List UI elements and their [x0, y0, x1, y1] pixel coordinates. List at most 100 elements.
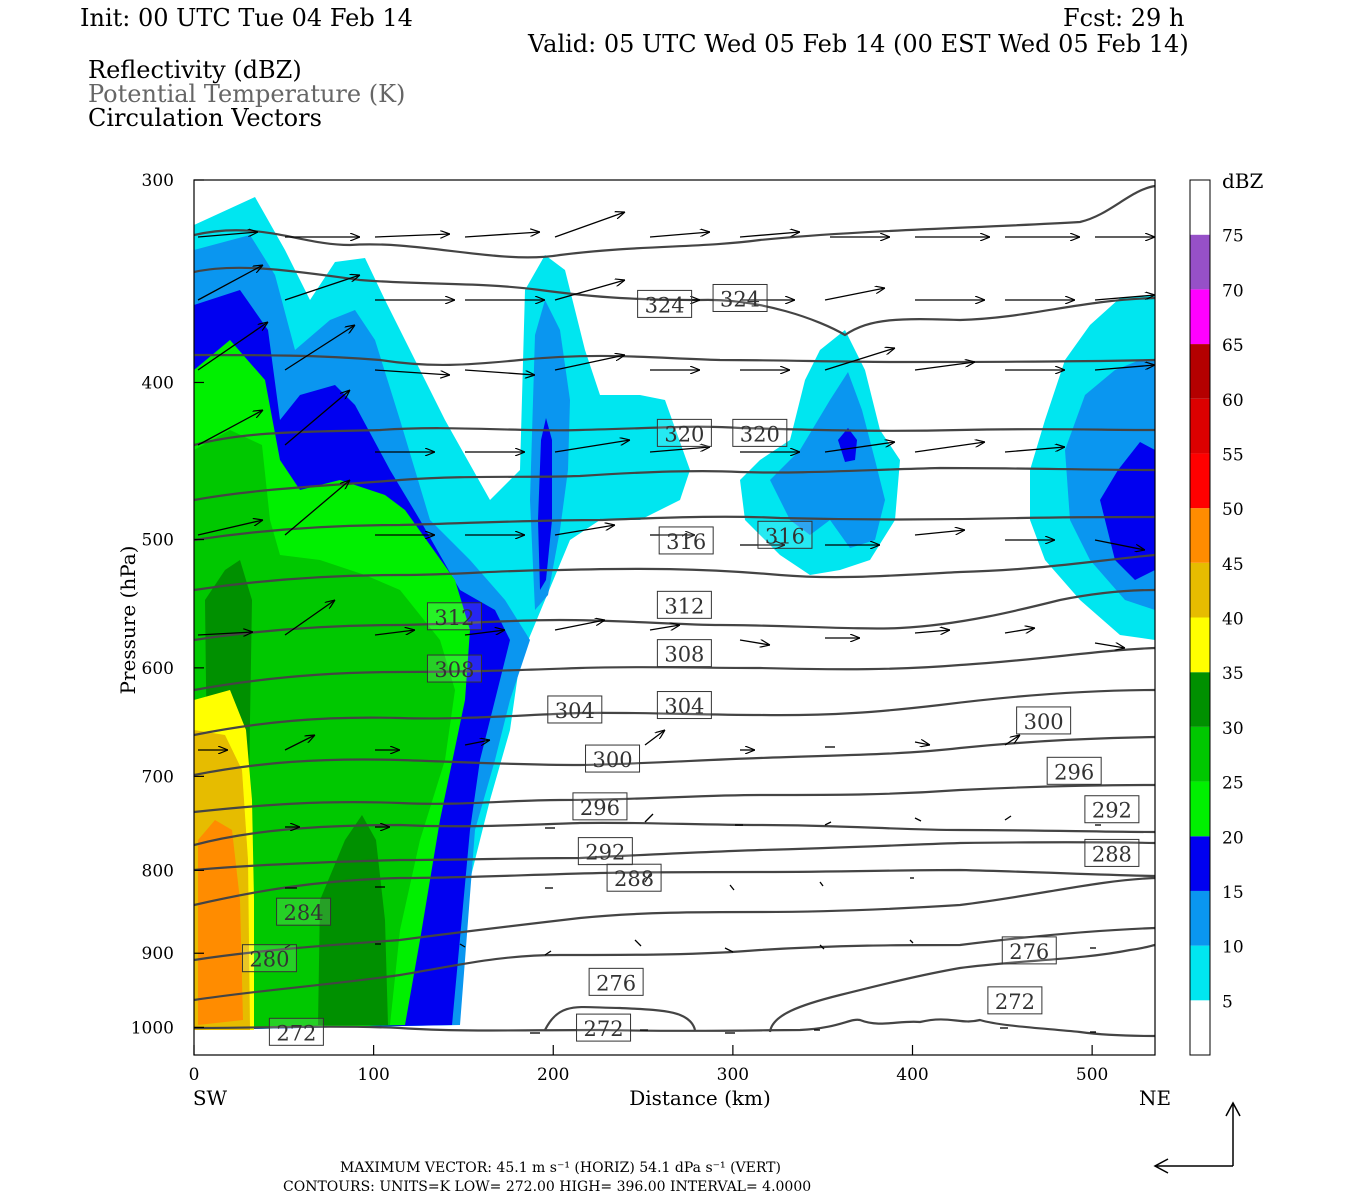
vector-arrow: [197, 232, 258, 238]
vector-arrow: [284, 735, 315, 751]
vector-arrow: [649, 447, 710, 453]
contour-label: 280: [249, 948, 289, 972]
contour-label-box: [1046, 756, 1102, 785]
init-time: Init: 00 UTC Tue 04 Feb 14: [80, 4, 413, 32]
plot-frame: [193, 179, 1156, 1056]
vector-arrow: [1004, 735, 1020, 746]
theta-contour-312: [194, 425, 1155, 447]
x-axis-ticks: 0 100 200 300 400 500: [189, 1045, 1108, 1085]
contour-label: 312: [434, 606, 474, 630]
contour-label-box: [1084, 838, 1140, 867]
vector-arrow: [464, 630, 505, 636]
x-axis-label: Distance (km): [629, 1086, 771, 1110]
y-tick-label: 500: [142, 531, 174, 551]
vector-arrow: [819, 881, 824, 887]
x-tick-label: 400: [896, 1065, 928, 1085]
contour-label-box: [577, 837, 633, 866]
vector-arrow: [739, 639, 770, 645]
contour-label-box: [656, 691, 712, 720]
dbz-15-region: [838, 428, 857, 462]
vector-arrow: [1004, 447, 1065, 453]
vector-arrow: [644, 730, 665, 746]
colorbar-swatch: [1190, 180, 1210, 235]
vector-arrow: [824, 821, 832, 826]
vector-arrow: [644, 873, 651, 883]
vector-arrow: [464, 740, 490, 745]
vector-arrow: [914, 630, 950, 633]
theta-contour-276: [194, 876, 1155, 962]
colorbar-label: 55: [1222, 445, 1244, 465]
vector-arrow: [554, 355, 625, 371]
colorbar-label: 75: [1222, 227, 1244, 247]
contour-label-box: [241, 944, 297, 973]
vector-arrow: [197, 632, 253, 635]
contour-label-box: [426, 654, 482, 683]
contour-label-box: [547, 695, 603, 724]
vector-arrow: [824, 348, 895, 371]
y-tick-label: 700: [142, 767, 174, 787]
circulation-vectors: [197, 212, 1155, 1034]
contour-label: 308: [664, 643, 704, 667]
colorbar-label: 10: [1222, 938, 1244, 958]
colorbar-swatch: [1190, 398, 1210, 454]
vector-arrow: [909, 939, 914, 944]
vector-arrow: [554, 440, 630, 453]
theta-contour-278: [194, 841, 1155, 872]
contour-label: 320: [740, 422, 780, 446]
x-tick-label: 200: [537, 1065, 569, 1085]
valid-time: Valid: 05 UTC Wed 05 Feb 14 (00 EST Wed …: [527, 30, 1189, 58]
max-vector-note: MAXIMUM VECTOR: 45.1 m s⁻¹ (HORIZ) 54.1 …: [340, 1160, 781, 1176]
vector-arrow: [284, 944, 291, 949]
vector-arrow: [649, 625, 680, 631]
colorbar-swatch: [1190, 234, 1210, 290]
theta-contour-316: [194, 353, 1155, 367]
colorbar-label: 65: [1222, 336, 1244, 356]
contour-label: 316: [765, 524, 805, 548]
contour-label-box: [757, 520, 813, 549]
colorbar-label: 40: [1222, 610, 1244, 630]
dbz-15-region: [538, 418, 552, 590]
dbz-45-region: [198, 820, 243, 1025]
vector-arrow: [197, 520, 263, 536]
contour-label: 296: [1054, 760, 1094, 784]
theta-contour-292: [194, 646, 1155, 692]
colorbar-frame: [1189, 179, 1211, 1056]
contour-label-box: [572, 792, 628, 821]
contour-label: 300: [592, 748, 632, 772]
colorbar-swatch: [1190, 562, 1210, 618]
colorbar-label: 5: [1222, 992, 1233, 1012]
contour-label: 272: [995, 990, 1035, 1014]
colorbar-swatch: [1190, 726, 1210, 782]
reference-arrowhead-left: [1153, 1158, 1169, 1174]
vector-arrow: [634, 939, 642, 947]
contour-info-note: CONTOURS: UNITS=K LOW= 272.00 HIGH= 396.…: [283, 1179, 811, 1195]
vector-arrow: [284, 325, 355, 371]
colorbar-label: 25: [1222, 774, 1244, 794]
forecast-hour: Fcst: 29 h: [1063, 4, 1184, 32]
contour-label-box: [585, 744, 641, 773]
contour-label: 276: [1009, 940, 1049, 964]
theta-contour-300: [194, 553, 1155, 592]
vector-arrow: [197, 322, 268, 371]
vector-arrow: [284, 275, 360, 301]
vector-arrow: [724, 947, 734, 953]
theta-contour-288: [194, 688, 1155, 737]
contour-label-box: [656, 639, 712, 668]
y-tick-label: 300: [142, 171, 174, 191]
dbz-30-region: [318, 815, 388, 1025]
x-tick-label: 300: [717, 1065, 749, 1085]
contour-label: 308: [434, 658, 474, 682]
theta-contours: [194, 184, 1155, 1038]
reference-arrowhead-up: [1225, 1101, 1241, 1117]
colorbar-swatch: [1190, 508, 1210, 563]
contour-label: 324: [645, 293, 685, 317]
y-tick-label: 400: [142, 373, 174, 393]
contour-label-box: [656, 590, 712, 619]
colorbar-swatch: [1190, 1000, 1210, 1055]
contour-label: 272: [584, 1017, 624, 1041]
colorbar-label: 45: [1222, 555, 1244, 575]
vector-arrow: [554, 620, 605, 631]
colorbar: 5 10 15 20 25 30 35 40 45 50 55 60 65 70 75: [1189, 179, 1244, 1056]
contour-label-box: [732, 418, 788, 447]
vector-arrow: [374, 630, 415, 636]
